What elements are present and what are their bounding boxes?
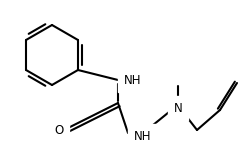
Text: NH: NH [134,129,151,143]
Text: O: O [54,125,64,138]
Text: N: N [174,102,182,115]
Text: NH: NH [124,74,141,87]
